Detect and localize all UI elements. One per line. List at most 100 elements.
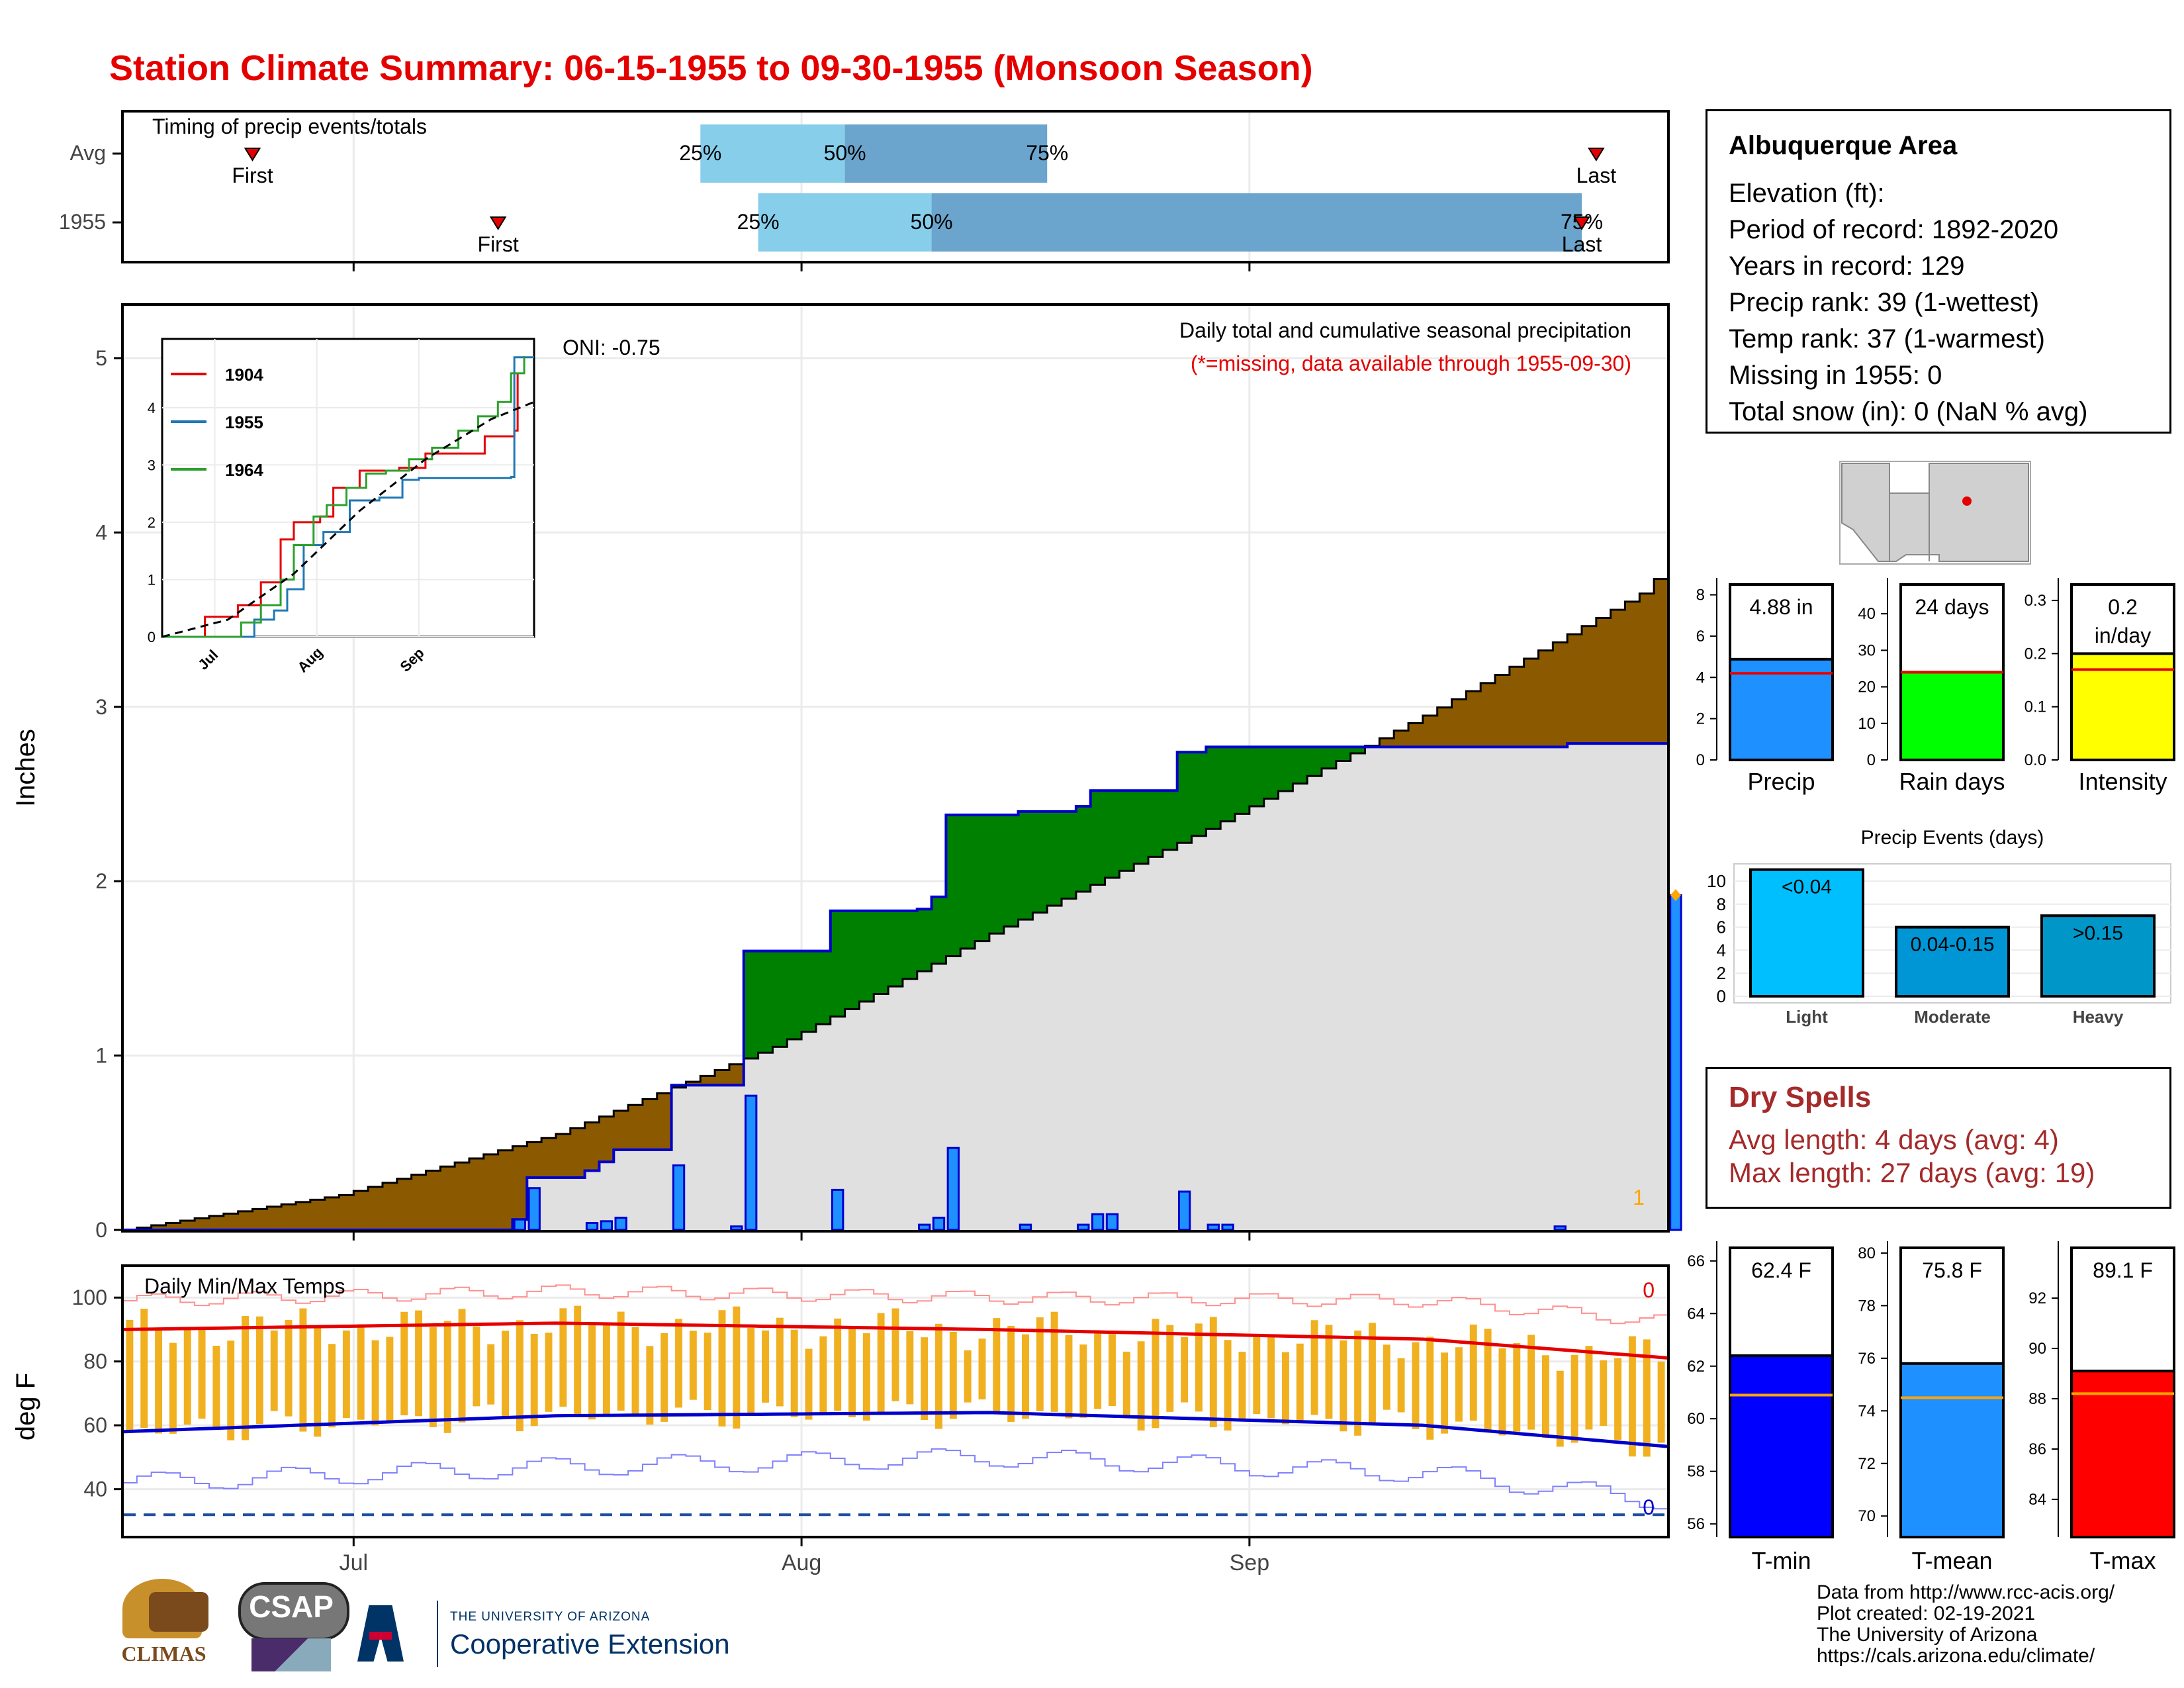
summary-ytick-label: 10 — [1858, 715, 1876, 733]
summary-ytick-label: 0.1 — [2025, 698, 2046, 716]
summary-bar-rain-days — [1899, 671, 2005, 761]
timing-title: Timing of precip events/totals — [152, 115, 427, 138]
events-ytick-label: 4 — [1717, 940, 1726, 960]
daily-precip-bar — [1553, 1225, 1567, 1231]
deficit-area — [426, 1170, 441, 1230]
daily-precip-bar — [744, 1094, 758, 1231]
deficit-area — [195, 1218, 210, 1230]
daily-temp-bar — [1412, 1342, 1420, 1429]
surplus-area — [1003, 815, 1019, 927]
deficit-area — [252, 1209, 267, 1230]
daily-precip-bar — [585, 1221, 599, 1231]
daily-temp-bar — [675, 1319, 682, 1408]
summary-value-text: 24 days — [1915, 595, 1989, 619]
daily-temp-bar — [1570, 1354, 1578, 1443]
events-bar-label: >0.15 — [2073, 922, 2123, 944]
deficit-area — [353, 1191, 369, 1230]
surplus-area — [1293, 747, 1308, 784]
temp-summary-ytick-label: 78 — [1858, 1297, 1876, 1315]
daily-temp-bar — [342, 1330, 350, 1419]
daily-precip-bar — [1206, 1223, 1220, 1231]
temp-summary-ytick-label: 58 — [1687, 1463, 1705, 1481]
events-ytick-label: 0 — [1717, 986, 1726, 1006]
daily-temp-bar — [1109, 1334, 1116, 1407]
first-marker — [489, 216, 507, 230]
temp-summary-ytick-label: 76 — [1858, 1350, 1876, 1368]
station-period: Period of record: 1892-2020 — [1729, 215, 2059, 244]
deficit-area — [267, 1206, 282, 1230]
surplus-area — [1278, 747, 1293, 792]
deficit-area — [396, 1178, 412, 1230]
daily-temp-bar — [400, 1311, 408, 1416]
daily-temp-bar — [458, 1309, 466, 1423]
events-ytick-label: 2 — [1717, 963, 1726, 983]
temp-ytick-label: 40 — [83, 1477, 107, 1501]
daily-temp-bar — [877, 1313, 885, 1413]
surplus-area — [1350, 747, 1366, 754]
daily-temp-bar — [1657, 1361, 1665, 1443]
temp-panel: 40 60 80 100 Jul Aug Sep deg F Daily Min/Max … — [11, 1264, 1670, 1575]
temp-summary-bar-t-min — [1729, 1354, 1834, 1539]
surplus-area — [1119, 790, 1134, 871]
daily-temp-bar — [1441, 1352, 1449, 1434]
missing-note: (*=missing, data available through 1955-… — [1191, 352, 1631, 375]
deficit-area — [570, 1128, 586, 1178]
surplus-area — [960, 815, 976, 949]
temp-summary-label: T-max — [2089, 1547, 2156, 1574]
events-ytick-label: 10 — [1707, 871, 1726, 891]
daily-temp-bar — [1513, 1342, 1521, 1432]
summary-value-text: 0.2 — [2108, 595, 2137, 619]
daily-precip-bar — [932, 1217, 946, 1231]
avg-cumulative-line — [122, 578, 1668, 1231]
events-ytick-label: 6 — [1717, 917, 1726, 937]
surplus-area — [1105, 790, 1120, 878]
daily-precip-bar — [1177, 1190, 1191, 1231]
deficit-area — [1394, 730, 1409, 747]
daily-temp-bar — [1296, 1343, 1304, 1421]
timing-bar-q1 — [700, 124, 845, 183]
deficit-area — [455, 1162, 470, 1230]
daily-temp-bar — [1181, 1336, 1189, 1403]
summary-bar-intensity — [2070, 652, 2175, 761]
surplus-area — [844, 910, 860, 1009]
temp-summary-ytick-label: 86 — [2028, 1440, 2046, 1458]
deficit-area — [498, 1150, 513, 1230]
daily-temp-bar — [805, 1348, 813, 1420]
events-xtick-label: Moderate — [1914, 1007, 1991, 1027]
surplus-area — [902, 910, 918, 979]
surplus-area — [888, 910, 903, 987]
summary-ytick-label: 30 — [1858, 641, 1876, 659]
temp-ytick-label: 60 — [83, 1413, 107, 1437]
summary-ytick-label: 0.2 — [2025, 645, 2046, 663]
footer-line-2: Plot created: 02-19-2021 — [1817, 1603, 2036, 1624]
dry-spells-title: Dry Spells — [1729, 1081, 1872, 1113]
daily-temp-bar — [1325, 1325, 1333, 1419]
daily-temp-bar — [574, 1305, 582, 1414]
station-precip-rank: Precip rank: 39 (1-wettest) — [1729, 288, 2040, 317]
oni-label: ONI: -0.75 — [563, 336, 660, 359]
daily-temp-bar — [1484, 1329, 1492, 1430]
temp-summary-ytick-label: 88 — [2028, 1390, 2046, 1408]
deficit-area — [1654, 579, 1669, 744]
events-xtick-label: Light — [1786, 1007, 1828, 1027]
footer-credits: Data from http://www.rcc-acis.org/ Plot … — [1817, 1582, 2115, 1667]
station-elevation: Elevation (ft): — [1729, 179, 1885, 208]
temp-count-bottom: 0 — [1643, 1495, 1655, 1519]
daily-temp-bar — [473, 1326, 480, 1407]
temp-summary-label: T-min — [1752, 1547, 1811, 1574]
summary-ytick-label: 40 — [1858, 605, 1876, 623]
deficit-area — [1466, 691, 1481, 747]
daily-precip-bar — [1669, 894, 1682, 1231]
deficit-area — [411, 1174, 426, 1230]
temp-summary-bar-t-mean — [1899, 1362, 2005, 1539]
deficit-area — [657, 1093, 672, 1150]
legend-1964: 1964 — [225, 460, 263, 480]
daily-temp-bar — [1050, 1311, 1058, 1412]
first-marker — [244, 148, 261, 162]
precip-ytick-label: 2 — [95, 869, 107, 893]
deficit-area — [555, 1134, 571, 1178]
temp-count-top: 0 — [1643, 1278, 1655, 1302]
logo-csap: CSAP — [232, 1582, 351, 1681]
surplus-area — [859, 910, 874, 1002]
